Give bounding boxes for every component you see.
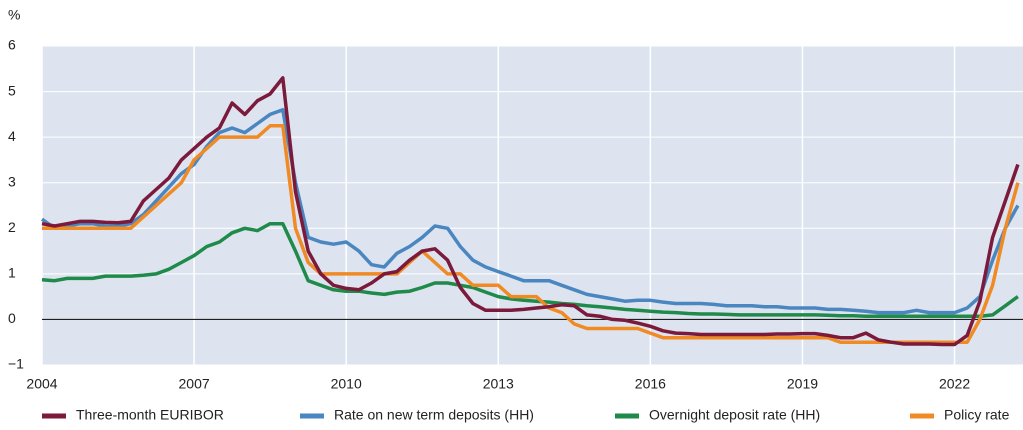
x-tick-label: 2019: [787, 376, 818, 392]
y-tick-label: −1: [8, 356, 24, 372]
y-tick-label: 0: [8, 310, 16, 326]
y-axis-unit: %: [8, 7, 20, 23]
y-tick-label: 4: [8, 128, 16, 144]
legend-label: Rate on new term deposits (HH): [334, 407, 534, 423]
legend-label: Policy rate: [944, 407, 1010, 423]
x-tick-label: 2007: [179, 376, 210, 392]
legend-label: Three-month EURIBOR: [76, 407, 224, 423]
x-tick-label: 2004: [26, 376, 57, 392]
x-tick-label: 2016: [635, 376, 666, 392]
x-tick-label: 2013: [483, 376, 514, 392]
y-tick-label: 6: [8, 37, 16, 53]
legend-label: Overnight deposit rate (HH): [649, 407, 820, 423]
x-tick-label: 2022: [939, 376, 970, 392]
x-tick-label: 2010: [331, 376, 362, 392]
y-tick-label: 2: [8, 219, 16, 235]
series-line: [42, 124, 1020, 344]
y-tick-label: 3: [8, 173, 16, 189]
y-tick-label: 5: [8, 82, 16, 98]
series-line: [41, 76, 1020, 347]
y-tick-label: 1: [8, 265, 16, 281]
series-line: [41, 221, 1019, 318]
